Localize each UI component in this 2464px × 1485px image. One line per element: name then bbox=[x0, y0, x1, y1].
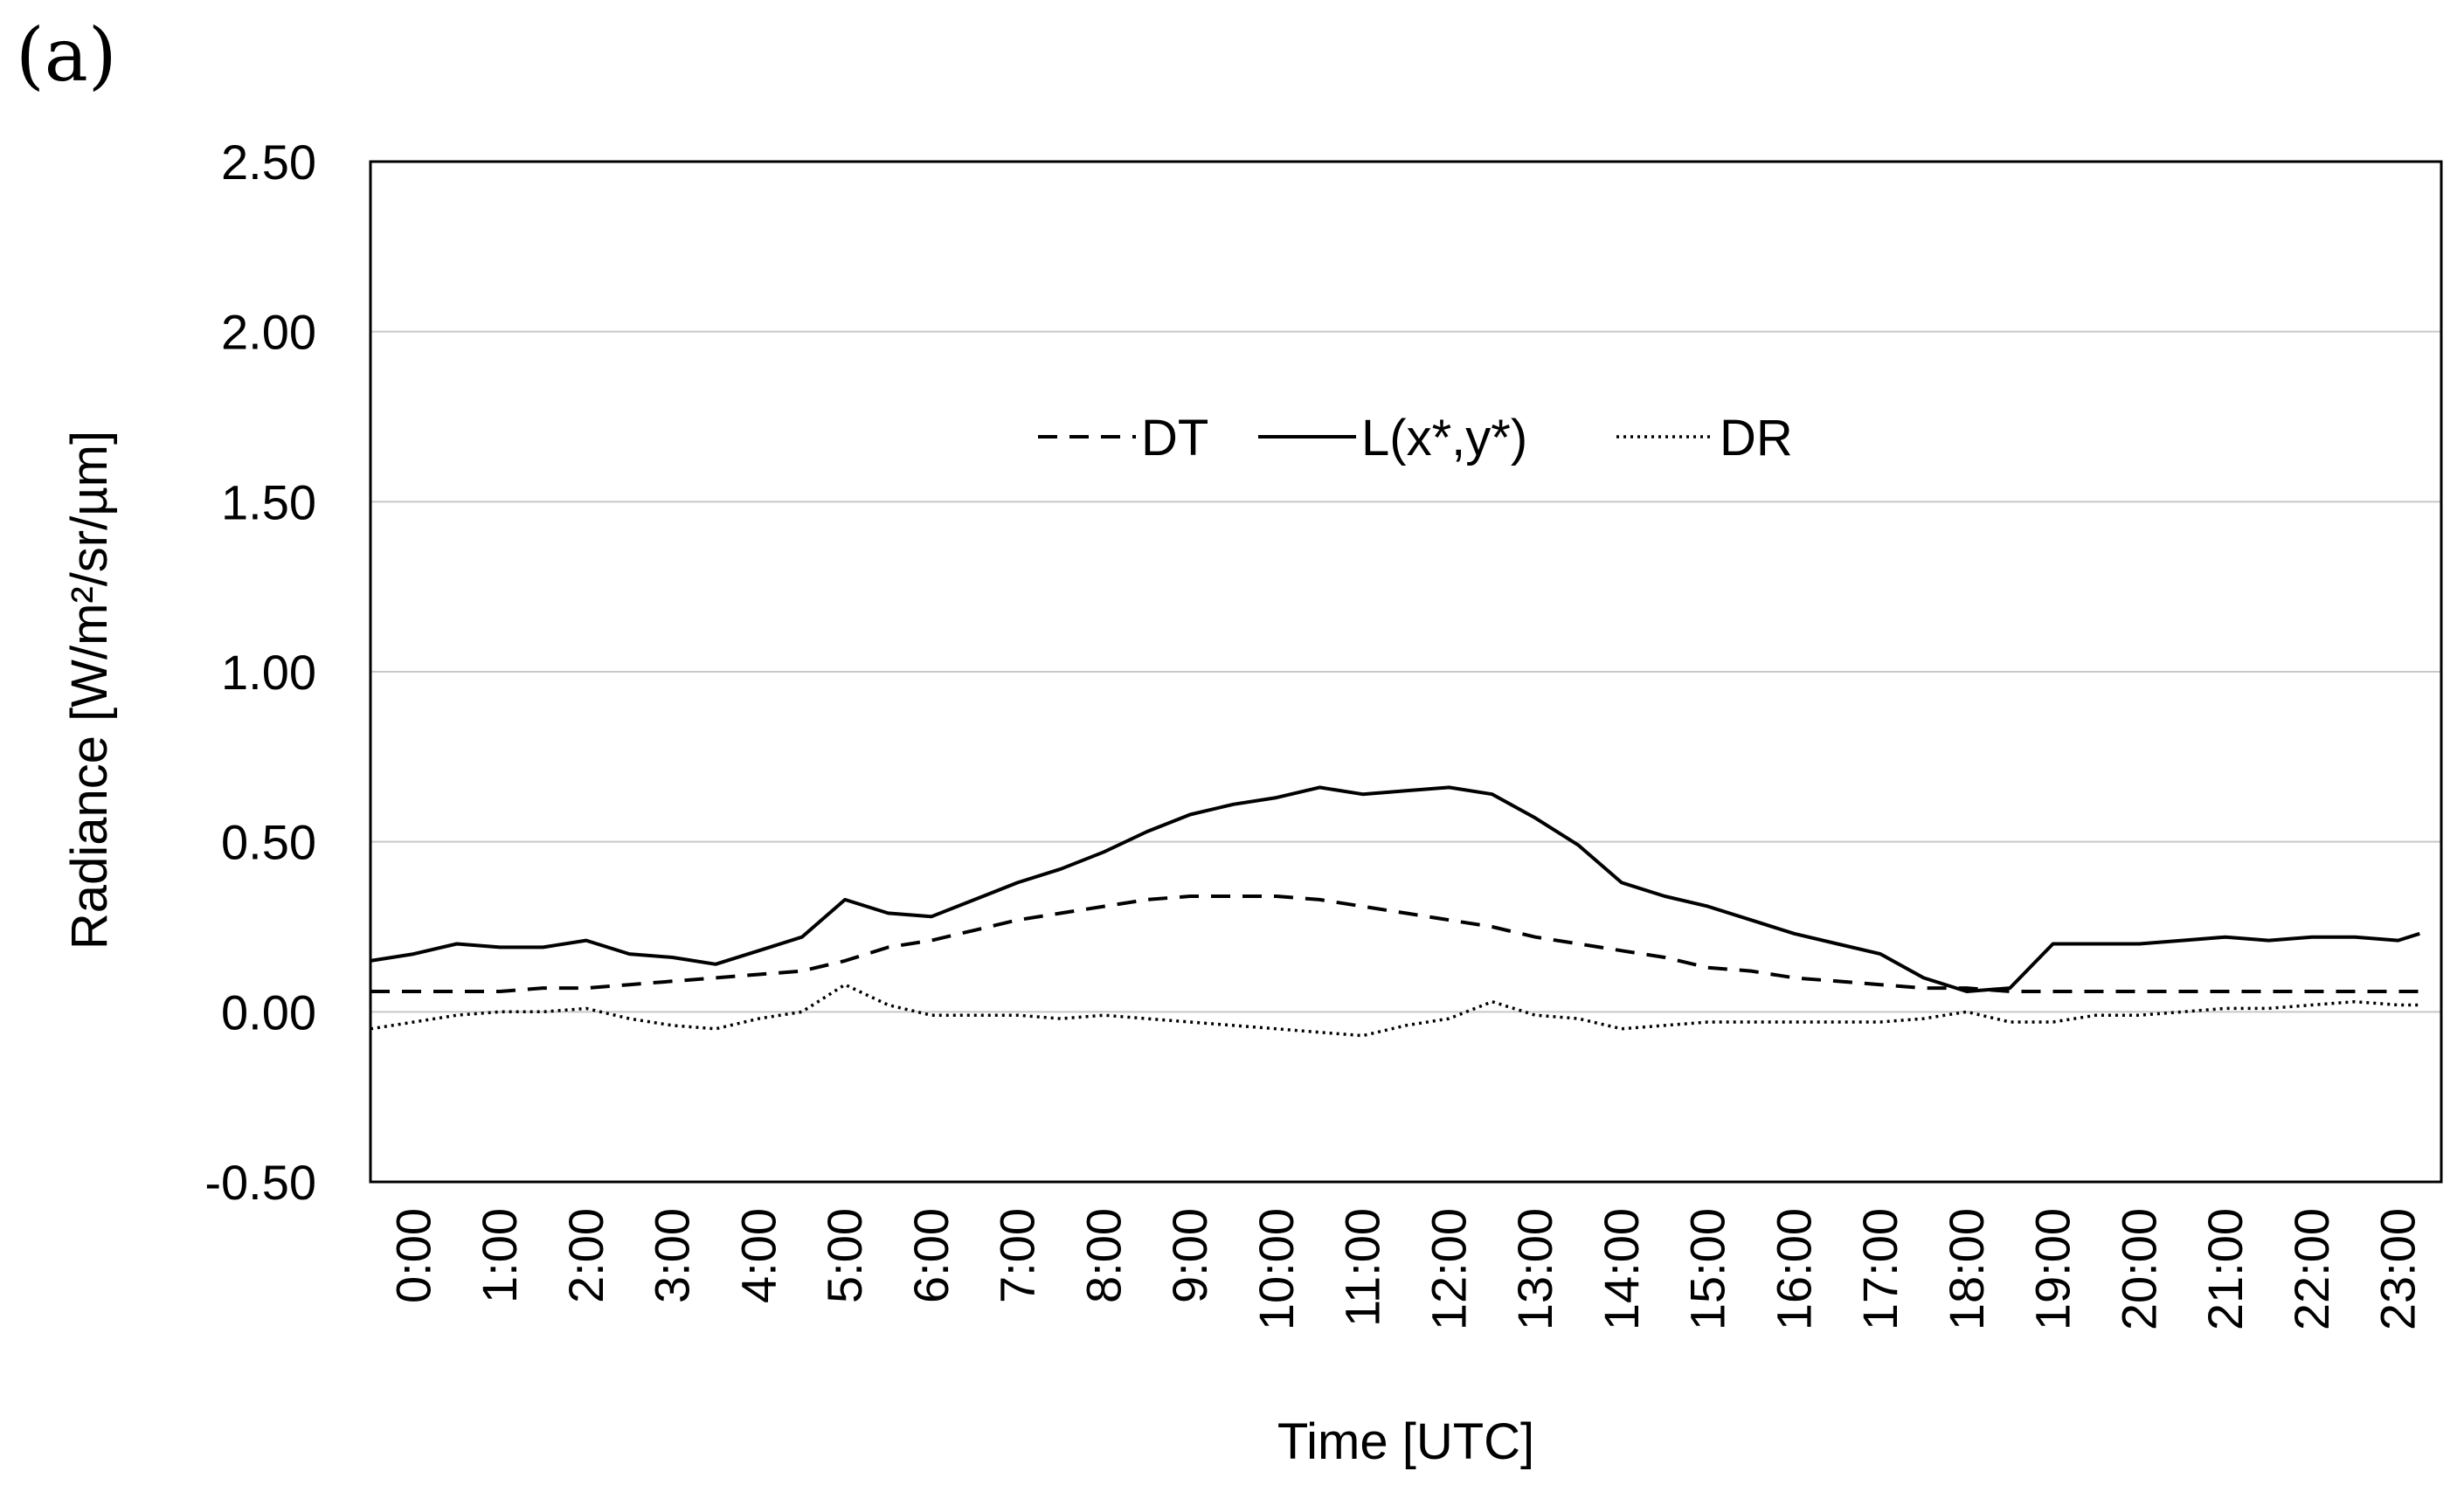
y-tick-label: 2.50 bbox=[221, 135, 316, 190]
plot-frame bbox=[369, 160, 2443, 1184]
gridlines bbox=[370, 330, 2441, 1013]
x-tick-label: 4:00 bbox=[730, 1208, 786, 1303]
x-tick-label: 5:00 bbox=[817, 1208, 872, 1303]
series-line-1 bbox=[370, 894, 2420, 993]
legend-label-1: DT bbox=[1141, 410, 1208, 466]
series-line-2 bbox=[370, 785, 2420, 993]
y-tick-labels: -0.50 0.00 0.50 1.00 1.50 2.00 2.50 bbox=[204, 135, 316, 1210]
y-tick-label: 0.00 bbox=[221, 984, 316, 1040]
x-tick-label: 9:00 bbox=[1162, 1208, 1217, 1303]
x-tick-label: 3:00 bbox=[645, 1208, 700, 1303]
x-tick-label: 21:00 bbox=[2198, 1208, 2253, 1330]
y-tick-label: 2.00 bbox=[221, 305, 316, 360]
x-tick-label: 0:00 bbox=[385, 1208, 440, 1303]
x-tick-label: 8:00 bbox=[1076, 1208, 1131, 1303]
y-tick-label: -0.50 bbox=[204, 1155, 316, 1210]
y-tick-label: 0.50 bbox=[221, 815, 316, 870]
x-tick-label: 11:00 bbox=[1335, 1208, 1390, 1327]
x-tick-label: 19:00 bbox=[2025, 1208, 2080, 1330]
x-tick-label: 18:00 bbox=[1939, 1208, 1994, 1330]
x-tick-label: 14:00 bbox=[1594, 1208, 1649, 1330]
x-tick-label: 7:00 bbox=[990, 1208, 1045, 1303]
x-tick-label: 2:00 bbox=[558, 1208, 613, 1303]
x-axis-title: Time [UTC] bbox=[1277, 1413, 1534, 1470]
x-tick-label: 22:00 bbox=[2284, 1208, 2339, 1330]
y-tick-label: 1.50 bbox=[221, 474, 316, 529]
legend: DT L(x*,y*) DR bbox=[1038, 410, 1793, 466]
y-axis-title: Radiance [W/m²/sr/µm] bbox=[61, 431, 118, 950]
x-tick-label: 16:00 bbox=[1766, 1208, 1821, 1330]
legend-label-3: DR bbox=[1720, 410, 1793, 466]
series-lines bbox=[370, 785, 2420, 1038]
x-tick-label: 15:00 bbox=[1680, 1208, 1735, 1330]
x-tick-labels: 0:00 1:00 2:00 3:00 4:00 5:00 6:00 7:00 8:00 9:00… bbox=[385, 1208, 2425, 1330]
y-tick-label: 1.00 bbox=[221, 645, 316, 700]
x-tick-label: 20:00 bbox=[2111, 1208, 2166, 1330]
legend-label-2: L(x*,y*) bbox=[1361, 410, 1527, 466]
x-tick-label: 23:00 bbox=[2371, 1208, 2426, 1330]
x-tick-label: 6:00 bbox=[903, 1208, 959, 1303]
x-tick-label: 1:00 bbox=[472, 1208, 527, 1303]
x-tick-label: 17:00 bbox=[1852, 1208, 1907, 1330]
panel-label: (a) bbox=[16, 12, 117, 98]
x-tick-label: 12:00 bbox=[1421, 1208, 1476, 1330]
x-tick-label: 13:00 bbox=[1507, 1208, 1562, 1330]
series-line-3 bbox=[370, 983, 2420, 1038]
x-tick-label: 10:00 bbox=[1249, 1208, 1304, 1330]
